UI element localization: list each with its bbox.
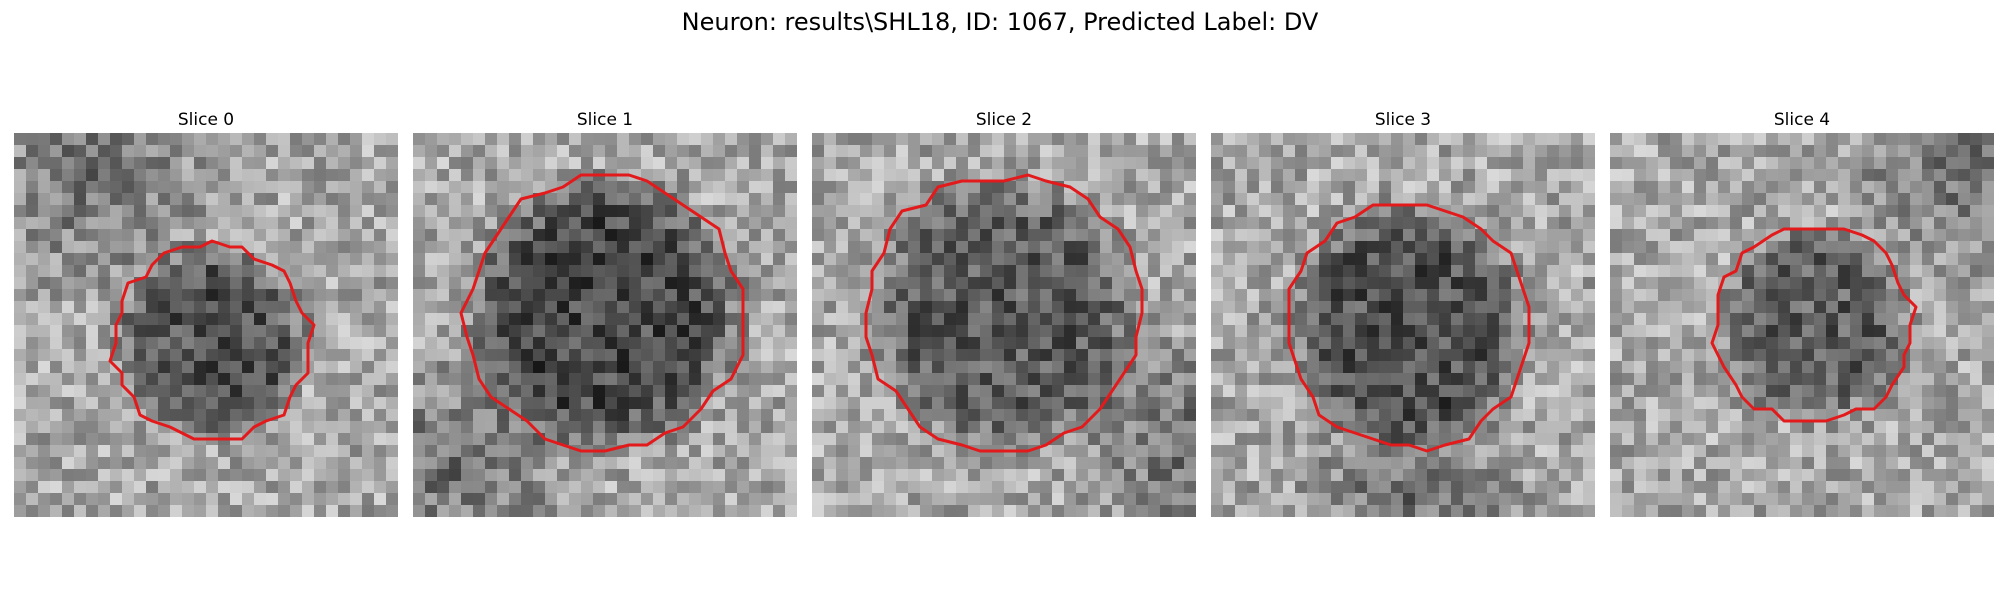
slice-panel-1: Slice 1 bbox=[413, 108, 797, 517]
roi-contour bbox=[1287, 203, 1531, 453]
pixel-grid bbox=[14, 133, 398, 517]
slice-title: Slice 0 bbox=[177, 110, 235, 130]
slice-image bbox=[1211, 133, 1595, 517]
pixel-grid bbox=[1211, 133, 1595, 517]
slice-panel-4: Slice 4 bbox=[1610, 108, 1994, 517]
roi-contour bbox=[864, 173, 1144, 453]
figure-title: Neuron: results\SHL18, ID: 1067, Predict… bbox=[681, 8, 1319, 36]
slice-panel-3: Slice 3 bbox=[1211, 108, 1595, 517]
pixel-grid bbox=[413, 133, 797, 517]
slice-title: Slice 2 bbox=[975, 110, 1033, 130]
roi-contour bbox=[108, 239, 316, 441]
pixel-grid bbox=[1610, 133, 1994, 517]
roi-contour bbox=[1710, 227, 1918, 423]
slice-panel-0: Slice 0 bbox=[14, 108, 398, 517]
slice-image bbox=[812, 133, 1196, 517]
pixel-grid bbox=[812, 133, 1196, 517]
roi-contour bbox=[459, 173, 745, 453]
slice-image bbox=[413, 133, 797, 517]
slice-title: Slice 4 bbox=[1773, 110, 1831, 130]
slice-image bbox=[1610, 133, 1994, 517]
slice-title: Slice 3 bbox=[1374, 110, 1432, 130]
slice-title: Slice 1 bbox=[576, 110, 634, 130]
slice-panel-2: Slice 2 bbox=[812, 108, 1196, 517]
slice-image bbox=[14, 133, 398, 517]
